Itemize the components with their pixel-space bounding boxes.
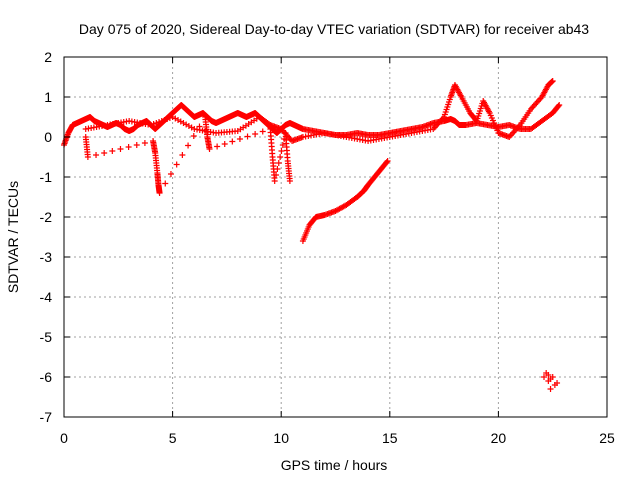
x-tick-label: 20	[491, 430, 507, 446]
data-point	[162, 180, 169, 187]
data-point	[84, 154, 91, 160]
y-tick-label: -3	[40, 249, 53, 265]
data-point	[185, 142, 192, 149]
x-axis-label: GPS time / hours	[281, 457, 388, 473]
data-point	[153, 120, 160, 126]
data-point	[555, 103, 562, 109]
data-point	[273, 172, 280, 178]
data-point	[252, 131, 259, 137]
data-point	[173, 161, 180, 168]
y-tick-label: -1	[40, 169, 53, 185]
data-point	[545, 372, 552, 378]
data-point	[556, 102, 563, 108]
data-point	[93, 152, 100, 158]
data-point	[167, 171, 174, 177]
series-dips	[82, 114, 293, 196]
data-point	[271, 178, 278, 184]
x-tick-label: 25	[599, 430, 615, 446]
data-point	[244, 133, 251, 140]
data-point	[147, 122, 154, 128]
data-point	[166, 115, 173, 121]
data-point	[141, 140, 148, 146]
y-tick-label: 0	[44, 129, 52, 145]
data-point	[109, 148, 116, 154]
plot-frame	[63, 56, 608, 418]
data-point	[277, 154, 284, 160]
data-point	[384, 158, 391, 164]
y-tick-label: -5	[40, 329, 53, 345]
data-point	[259, 128, 266, 135]
data-point	[125, 144, 132, 150]
data-point	[133, 142, 140, 148]
data-point	[554, 380, 561, 386]
data-point	[286, 178, 293, 184]
y-tick-label: -2	[40, 209, 53, 225]
x-tick-label: 0	[60, 430, 68, 446]
series-rising-arc	[299, 158, 391, 244]
data-points-layer	[61, 78, 563, 392]
data-point	[229, 138, 236, 145]
data-point	[541, 374, 548, 380]
data-point	[196, 123, 203, 130]
data-point	[549, 78, 556, 84]
data-point	[156, 190, 163, 196]
x-tick-label: 10	[273, 430, 289, 446]
data-point	[275, 160, 282, 166]
data-point	[214, 143, 221, 150]
data-point	[190, 133, 197, 139]
data-point	[221, 141, 228, 147]
data-point	[236, 136, 243, 142]
x-tick-label: 5	[169, 430, 177, 446]
y-tick-label: 2	[44, 49, 52, 65]
data-point	[158, 118, 165, 124]
data-point	[383, 159, 390, 165]
data-point	[179, 152, 186, 158]
data-point	[547, 376, 554, 382]
data-point	[150, 121, 157, 127]
data-point	[117, 146, 124, 152]
data-point	[274, 166, 281, 172]
data-point	[156, 119, 163, 125]
ticks-layer: 0 5 10 15 20 25 -7 -6 -5 -4 -3 -2 -1 0 1 2	[40, 49, 615, 446]
data-point	[547, 386, 554, 392]
series-secondary-arc	[82, 78, 556, 144]
data-point	[161, 117, 168, 123]
x-tick-label: 15	[382, 430, 398, 446]
series-outlier-cluster	[541, 370, 561, 392]
y-axis-label: SDTVAR / TECUs	[5, 181, 21, 293]
y-tick-label: -4	[40, 289, 53, 305]
data-point	[101, 150, 108, 156]
data-point	[278, 148, 285, 154]
y-tick-label: -7	[40, 409, 53, 425]
data-point	[279, 142, 286, 148]
data-point	[206, 146, 213, 152]
y-tick-label: 1	[44, 89, 52, 105]
y-tick-label: -6	[40, 369, 53, 385]
grid-layer	[64, 57, 607, 417]
data-point	[164, 116, 171, 122]
chart-title: Day 075 of 2020, Sidereal Day-to-day VTE…	[79, 21, 589, 37]
